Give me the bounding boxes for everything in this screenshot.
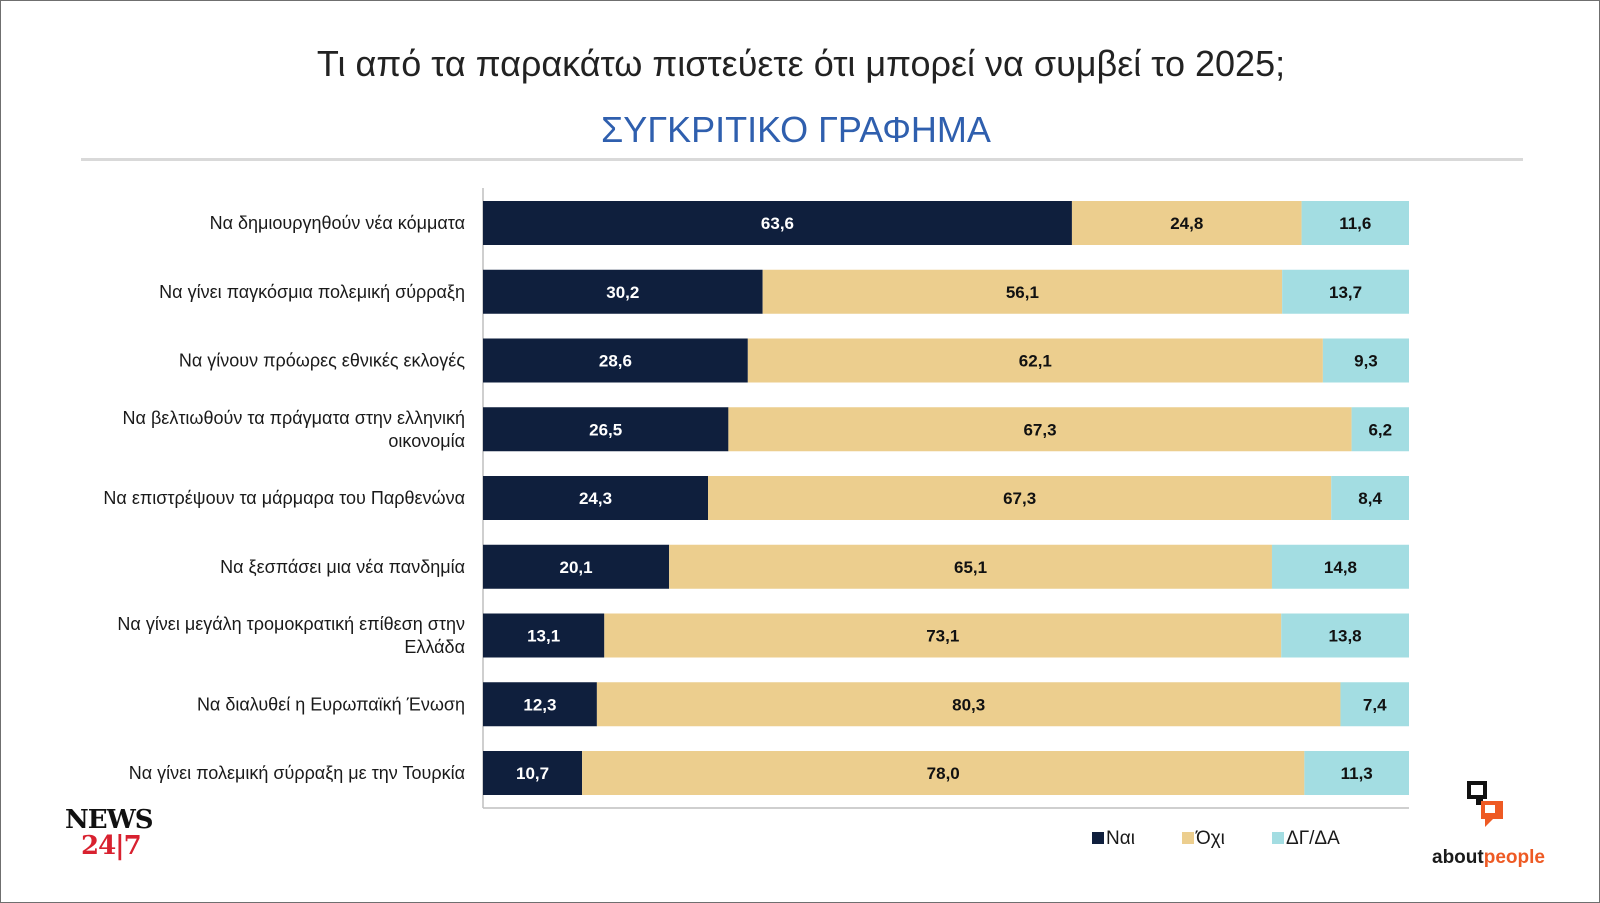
data-label: 13,8 [1329, 627, 1362, 646]
category-label-line: Ελλάδα [404, 637, 465, 657]
data-label: 24,8 [1170, 214, 1203, 233]
legend-label: ΔΓ/ΔΑ [1286, 828, 1340, 849]
bar-segment-no [596, 682, 1341, 727]
data-label: 73,1 [926, 627, 959, 646]
bar-segment-dk [1281, 613, 1409, 658]
bar-segment-yes [483, 476, 709, 520]
legend-swatch [1272, 832, 1284, 844]
bar-segment-no [728, 407, 1352, 452]
category-label-line: Να διαλυθεί η Ευρωπαϊκή Ένωση [197, 694, 465, 714]
bar-segment-yes [483, 338, 748, 383]
bar-segment-dk [1304, 751, 1409, 795]
data-label: 14,8 [1324, 558, 1357, 577]
bar-segment-no [762, 269, 1283, 314]
bar-segment-dk [1340, 682, 1409, 727]
data-label: 12,3 [523, 695, 556, 714]
data-label: 13,1 [527, 627, 560, 646]
bar-segment-yes [483, 407, 729, 452]
data-label: 8,4 [1358, 489, 1382, 508]
bar-segment-dk [1331, 476, 1409, 520]
bar-segment-no [747, 338, 1323, 383]
data-label: 13,7 [1329, 283, 1362, 302]
category-label-line: Να γίνει μεγάλη τρομοκρατική επίθεση στη… [117, 614, 465, 634]
data-label: 65,1 [954, 558, 987, 577]
data-label: 7,4 [1363, 695, 1387, 714]
data-label: 26,5 [589, 420, 622, 439]
category-label: Να γίνουν πρόωρες εθνικές εκλογές [179, 351, 465, 371]
category-label-line: οικονομία [388, 431, 465, 451]
news247-logo-line1: NEWS [65, 805, 154, 835]
bar-segment-dk [1282, 269, 1409, 314]
category-label: Να γίνει μεγάλη τρομοκρατική επίθεση στη… [117, 614, 465, 657]
data-label: 67,3 [1003, 489, 1036, 508]
bar-segment-yes [483, 269, 763, 314]
data-label: 30,2 [606, 283, 639, 302]
bar-segment-dk [1271, 544, 1409, 589]
category-label-line: Να βελτιωθούν τα πράγματα στην ελληνική [123, 408, 465, 428]
bar-segment-yes [483, 751, 583, 795]
data-label: 6,2 [1368, 420, 1392, 439]
category-label: Να διαλυθεί η Ευρωπαϊκή Ένωση [197, 694, 465, 714]
data-label: 11,3 [1341, 764, 1373, 783]
category-label: Να γίνει παγκόσμια πολεμική σύρραξη [159, 282, 465, 302]
data-label: 63,6 [761, 214, 794, 233]
category-label: Να ξεσπάσει μια νέα πανδημία [220, 557, 465, 577]
data-label: 20,1 [560, 558, 593, 577]
bar-segment-no [669, 544, 1272, 589]
news247-logo-line2: 24|7 [81, 831, 142, 861]
category-label: Να επιστρέψουν τα μάρμαρα του Παρθενώνα [103, 488, 465, 508]
bar-segment-no [582, 751, 1305, 795]
category-label-line: Να δημιουργηθούν νέα κόμματα [210, 213, 465, 233]
data-label: 78,0 [927, 764, 960, 783]
legend-label: Ναι [1106, 828, 1135, 849]
bar-segment-yes [483, 544, 670, 589]
bar-segment-yes [483, 201, 1072, 245]
category-label-line: Να γίνει πολεμική σύρραξη με την Τουρκία [129, 763, 465, 783]
legend-label: Όχι [1195, 828, 1225, 849]
data-label: 11,6 [1339, 214, 1371, 233]
aboutpeople-logo-icon [1467, 781, 1503, 827]
data-label: 67,3 [1023, 420, 1056, 439]
title-divider [81, 158, 1523, 161]
data-label: 62,1 [1019, 352, 1052, 371]
bar-segment-no [604, 613, 1282, 658]
bar-segment-dk [1322, 338, 1409, 383]
category-label-line: Να επιστρέψουν τα μάρμαρα του Παρθενώνα [103, 488, 465, 508]
legend-swatch [1182, 832, 1194, 844]
data-label: 56,1 [1006, 283, 1039, 302]
chart-title: Τι από τα παρακάτω πιστεύετε ότι μπορεί … [316, 43, 1286, 84]
data-label: 80,3 [952, 695, 985, 714]
data-label: 10,7 [516, 764, 549, 783]
data-label: 28,6 [599, 352, 632, 371]
aboutpeople-logo-people: people [1483, 847, 1545, 868]
data-label: 9,3 [1354, 352, 1378, 371]
aboutpeople-logo-about: about [1432, 847, 1484, 868]
bar-segment-dk [1301, 201, 1409, 245]
category-label-line: Να γίνει παγκόσμια πολεμική σύρραξη [159, 282, 465, 302]
category-label: Να δημιουργηθούν νέα κόμματα [210, 213, 465, 233]
legend-swatch [1092, 832, 1104, 844]
bar-segment-yes [483, 682, 597, 727]
category-label-line: Να ξεσπάσει μια νέα πανδημία [220, 557, 465, 577]
category-label: Να γίνει πολεμική σύρραξη με την Τουρκία [129, 763, 465, 783]
bar-segment-no [1071, 201, 1302, 245]
category-label-line: Να γίνουν πρόωρες εθνικές εκλογές [179, 351, 465, 371]
aboutpeople-logo: aboutpeople [1432, 847, 1545, 869]
chart-subtitle: ΣΥΓΚΡΙΤΙΚΟ ΓΡΑΦΗΜΑ [601, 109, 991, 150]
category-label: Να βελτιωθούν τα πράγματα στην ελληνική ο… [123, 408, 465, 451]
bar-segment-yes [483, 613, 605, 658]
bar-segment-dk [1351, 407, 1409, 452]
data-label: 24,3 [579, 489, 612, 508]
bar-segment-no [708, 476, 1332, 520]
news247-logo: NEWS 24|7 [65, 807, 165, 859]
